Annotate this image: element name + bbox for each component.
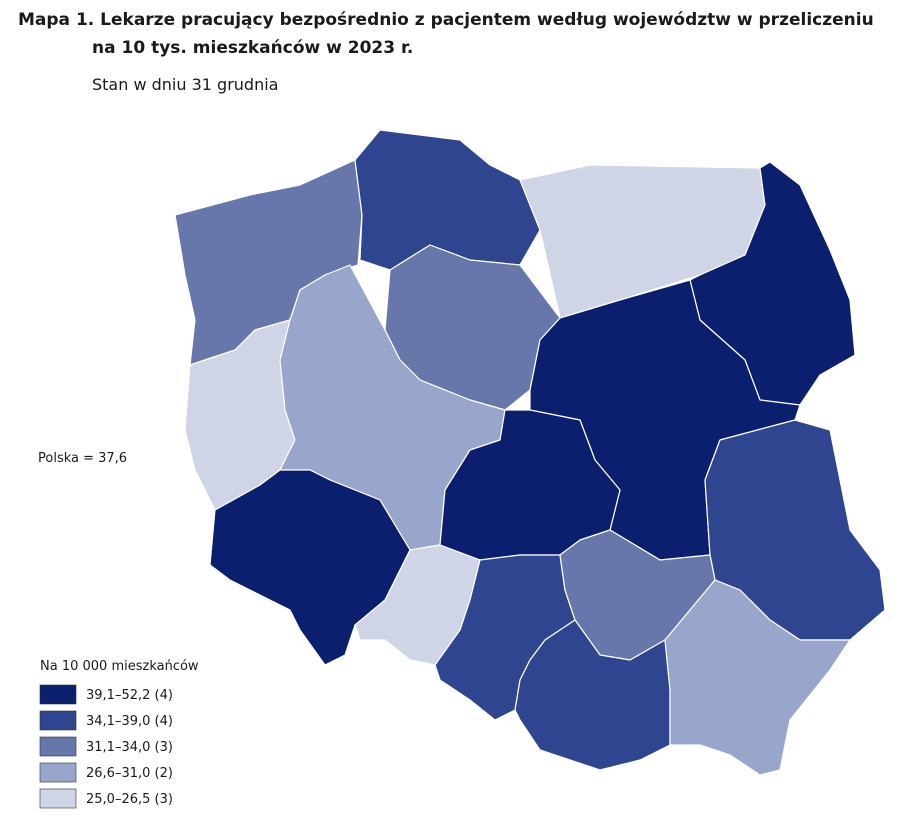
region: [664, 579, 851, 776]
subtitle: Stan w dniu 31 grudnia: [92, 75, 278, 94]
note: Polska = 37,6: [38, 451, 127, 466]
legend-swatch: [39, 710, 77, 731]
title: Mapa 1. Lekarze pracujący bezpośrednio z…: [18, 10, 874, 30]
legend-label: 25,0–26,5 (3): [86, 792, 173, 807]
legend-label: 31,1–34,0 (3): [86, 740, 173, 755]
title: na 10 tys. mieszkańców w 2023 r.: [92, 38, 413, 58]
legend-swatch: [39, 762, 77, 783]
region: [514, 619, 671, 771]
region: [354, 129, 541, 271]
legend: 39,1–52,2 (4) 34,1–39,0 (4) 31,1–34,0 (3) 2…: [39, 684, 173, 809]
legend-swatch: [39, 684, 77, 705]
map: [174, 129, 886, 776]
legend-swatch: [39, 788, 77, 809]
legend-label: 39,1–52,2 (4): [86, 688, 173, 703]
legend-label: 26,6–31,0 (2): [86, 766, 173, 781]
legend-label: 34,1–39,0 (4): [86, 714, 173, 729]
legend-swatch: [39, 736, 77, 757]
legend-title: Na 10 000 mieszkańców: [40, 659, 199, 674]
